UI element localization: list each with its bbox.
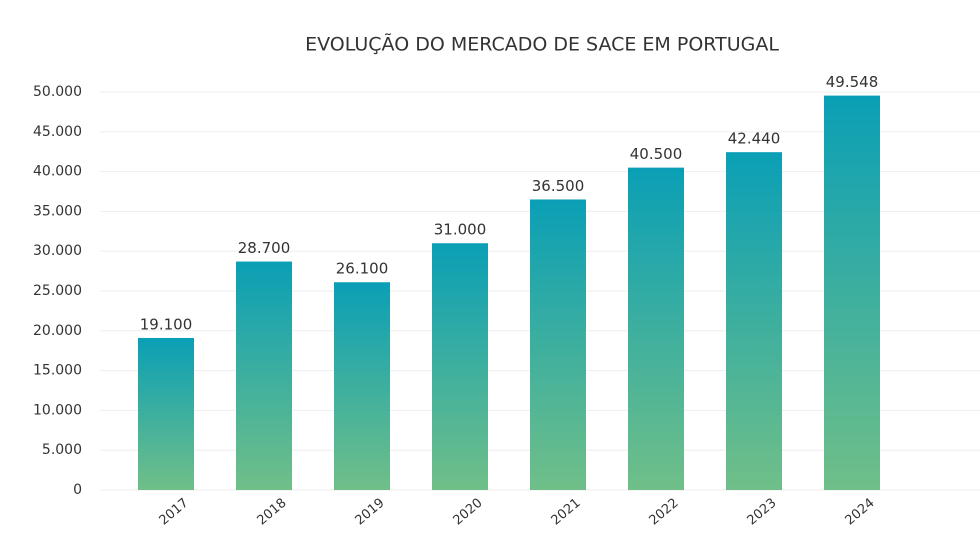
y-tick-label: 20.000 bbox=[33, 323, 82, 339]
y-tick-label: 40.000 bbox=[33, 164, 82, 180]
value-label: 40.500 bbox=[630, 145, 683, 163]
bar bbox=[334, 282, 390, 490]
value-label: 31.000 bbox=[434, 221, 487, 239]
y-tick-label: 30.000 bbox=[33, 243, 82, 259]
y-tick-label: 5.000 bbox=[42, 442, 82, 458]
y-tick-label: 10.000 bbox=[33, 402, 82, 418]
x-tick-label: 2024 bbox=[843, 496, 878, 529]
bar bbox=[726, 152, 782, 490]
y-tick-label: 15.000 bbox=[33, 363, 82, 379]
bar bbox=[824, 95, 880, 490]
x-tick-label: 2017 bbox=[157, 496, 192, 529]
x-tick-label: 2022 bbox=[647, 496, 682, 529]
y-tick-label: 45.000 bbox=[33, 124, 82, 140]
bar bbox=[138, 337, 194, 490]
bar bbox=[628, 167, 684, 490]
value-label: 36.500 bbox=[532, 177, 585, 195]
x-tick-label: 2020 bbox=[451, 496, 486, 529]
x-tick-label: 2021 bbox=[549, 496, 584, 529]
y-tick-label: 0 bbox=[73, 482, 82, 498]
y-tick-label: 50.000 bbox=[33, 84, 82, 100]
bar bbox=[236, 261, 292, 490]
y-tick-label: 25.000 bbox=[33, 283, 82, 299]
value-label: 19.100 bbox=[140, 315, 193, 333]
value-label: 26.100 bbox=[336, 260, 389, 278]
value-label: 49.548 bbox=[826, 73, 879, 91]
bar bbox=[432, 243, 488, 490]
x-tick-label: 2023 bbox=[745, 496, 780, 529]
value-label: 28.700 bbox=[238, 239, 291, 257]
y-tick-label: 35.000 bbox=[33, 203, 82, 219]
x-tick-label: 2018 bbox=[255, 496, 290, 529]
chart-title: EVOLUÇÃO DO MERCADO DE SACE EM PORTUGAL bbox=[305, 33, 779, 56]
x-tick-label: 2019 bbox=[353, 496, 388, 529]
bar bbox=[530, 199, 586, 490]
value-label: 42.440 bbox=[728, 130, 781, 148]
